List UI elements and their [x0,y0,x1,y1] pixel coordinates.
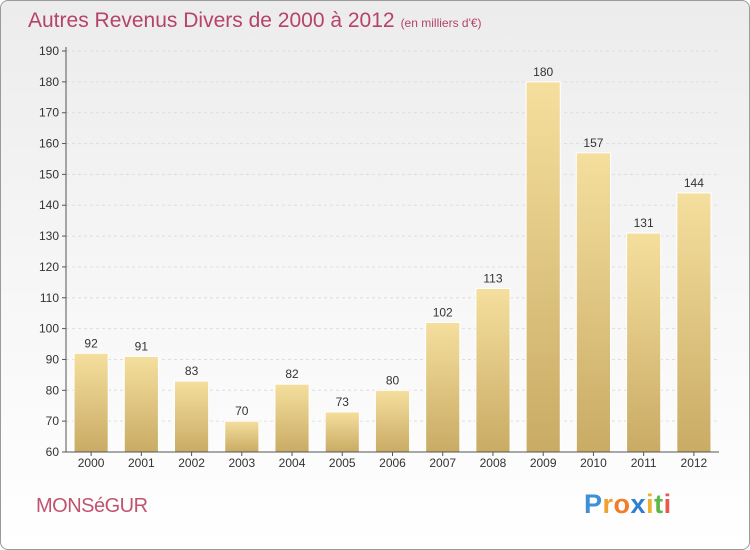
location-label: MONSéGUR [36,495,148,517]
y-tick-label: 170 [39,106,59,120]
bar [475,288,511,453]
x-tick-label: 2005 [329,456,356,470]
y-tick-label: 60 [46,445,60,459]
x-tick-label: 2000 [78,456,105,470]
bar [123,355,159,453]
bar [73,352,109,453]
value-label: 83 [185,364,199,378]
y-tick-label: 100 [39,322,59,336]
y-tick-label: 90 [46,352,60,366]
value-label: 92 [84,336,98,350]
x-tick-label: 2007 [429,456,456,470]
y-tick-label: 130 [39,229,59,243]
y-tick-label: 140 [39,198,59,212]
y-tick-label: 180 [39,75,59,89]
x-tick-label: 2012 [681,456,708,470]
value-label: 80 [386,373,400,387]
y-tick-label: 150 [39,167,59,181]
proxiti-logo[interactable]: Proxiti [584,489,672,519]
value-label: 144 [684,176,704,190]
bar [374,389,411,453]
chart-title: Autres Revenus Divers de 2000 à 2012 (en … [28,9,482,33]
x-tick-label: 2001 [128,456,155,470]
value-label: 82 [285,367,299,381]
x-tick-label: 2002 [178,456,205,470]
y-tick-label: 70 [46,414,60,428]
y-tick-label: 160 [39,137,59,151]
value-label: 131 [634,216,654,230]
title-text: Autres Revenus Divers de 2000 à 2012 [28,9,395,32]
x-tick-label: 2006 [379,456,406,470]
value-label: 180 [533,65,553,79]
bar [525,81,561,453]
value-label: 91 [135,339,149,353]
bar [626,232,662,453]
value-label: 157 [583,136,603,150]
y-tick-label: 120 [39,260,59,274]
y-tick-label: 80 [46,383,60,397]
y-tick-label: 190 [39,44,59,58]
bar [324,411,360,453]
value-label: 113 [483,272,502,286]
x-tick-label: 2010 [580,456,607,470]
y-tick-label: 110 [40,291,59,305]
bar [224,420,260,453]
bar [274,383,310,453]
bar [173,380,210,453]
bar [425,321,461,453]
value-label: 102 [433,305,453,319]
x-tick-label: 2009 [530,456,557,470]
x-tick-label: 2008 [480,456,507,470]
chart-subtitle: (en milliers d'€) [400,16,482,30]
value-label: 73 [336,395,350,409]
value-label: 70 [235,404,249,418]
x-tick-label: 2003 [228,456,255,470]
x-tick-label: 2011 [631,456,657,470]
x-tick-label: 2004 [279,456,306,470]
bar [575,152,612,453]
bar [676,192,712,453]
